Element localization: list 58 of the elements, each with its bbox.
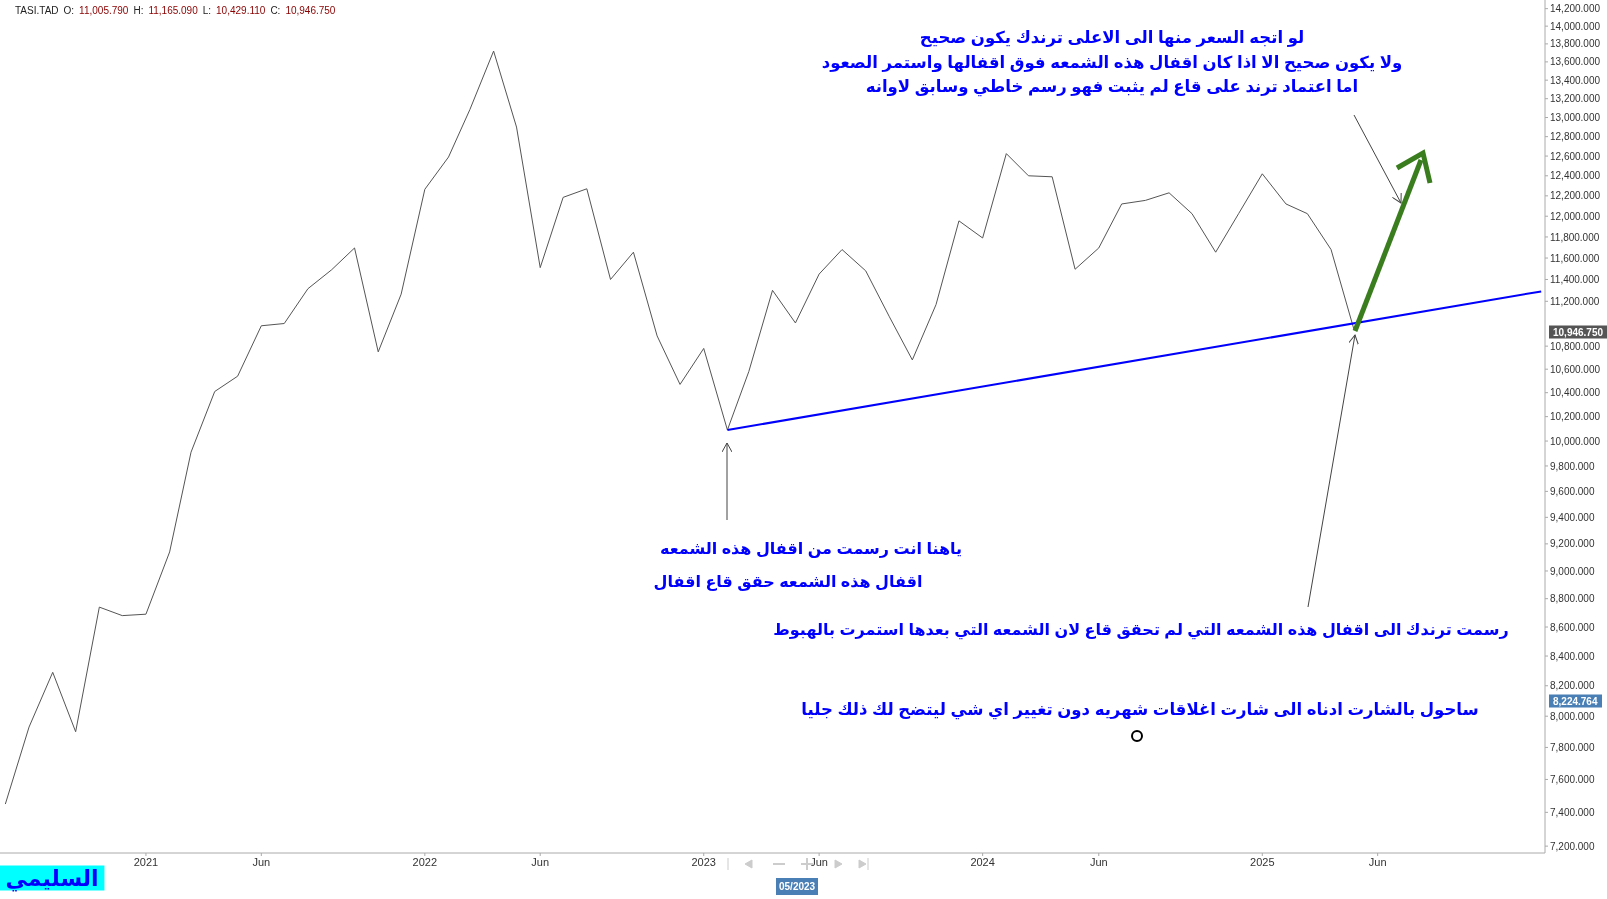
annotation: ساحول بالشارت ادناه الى شارت اغلاقات شهريه دون تغيير اي شي ليتضح لك ذلك جليا: [801, 699, 1479, 719]
text: السليمي: [0, 865, 105, 891]
y-tick-label: 11,200.000: [1550, 295, 1600, 307]
y-tick-label: 12,800.000: [1550, 131, 1601, 143]
x-tick-label: 2024: [970, 855, 995, 868]
text: TASI.TAD O: 11,005.790 H: 11,165.090 L: 10,429.110 C:: [15, 4, 281, 16]
y-tick-label: 9,400.000: [1550, 511, 1595, 523]
y-tick-label: 10,600.000: [1550, 363, 1601, 375]
y-tick-label: 13,600.000: [1550, 56, 1601, 68]
x-tick-label: Jun: [810, 855, 828, 868]
y-tick-label: 9,000.000: [1550, 565, 1595, 577]
annotation: ياهنا انت رسمت من اقفال هذه الشمعه: [659, 538, 963, 558]
text: 8,224.764: [1549, 694, 1602, 708]
text: 05/2023: [776, 878, 819, 895]
y-tick-label: 14,000.000: [1550, 20, 1601, 32]
y-tick-label: 8,000.000: [1550, 710, 1595, 722]
y-tick-label: 10,200.000: [1550, 411, 1601, 423]
y-tick-label: 11,400.000: [1550, 274, 1600, 286]
x-tick-label: Jun: [1089, 855, 1108, 868]
annotation: رسمت ترندك الى اقفال هذه الشمعه التي لم تحقق قاع لان الشمعه التي بعدها استمرت بالهبوط: [773, 619, 1509, 639]
y-tick-label: 8,400.000: [1550, 650, 1595, 662]
y-tick-label: 14,200.000: [1550, 3, 1601, 15]
y-tick-label: 7,200.000: [1550, 840, 1595, 852]
y-tick-label: 13,200.000: [1550, 93, 1601, 105]
y-tick-label: 13,400.000: [1550, 74, 1601, 86]
y-tick-label: 12,400.000: [1550, 170, 1601, 182]
y-tick-label: 8,600.000: [1550, 621, 1595, 633]
y-tick-label: 11,600.000: [1550, 252, 1600, 264]
x-tick-label: Jun: [1368, 855, 1387, 868]
y-tick-label: 10,800.000: [1550, 340, 1601, 352]
y-tick-label: 8,800.000: [1550, 593, 1595, 605]
x-tick-label: Jun: [531, 855, 550, 868]
y-tick-label: 10,000.000: [1550, 435, 1601, 447]
annotation: لو اتجه السعر منها الى الاعلى ترندك يكون صحيح: [919, 27, 1305, 47]
annotation: اقفال هذه الشمعه حقق قاع اقفال: [653, 571, 923, 591]
y-tick-label: 10,400.000: [1550, 387, 1601, 399]
y-tick-label: 13,800.000: [1550, 38, 1601, 50]
y-tick-label: 12,200.000: [1550, 190, 1601, 202]
annotation: اما اعتماد ترند على قاع لم يثبت فهو رسم خاطي وسابق لاوانه: [865, 76, 1359, 96]
x-tick-label: 2022: [412, 855, 438, 868]
annotation: ولا يكون صحيح الا اذا كان اقفال هذه الشمعه فوق اقفالها واستمر الصعود: [821, 52, 1403, 72]
x-tick-label: Jun: [252, 855, 271, 868]
y-tick-label: 9,800.000: [1550, 460, 1595, 472]
y-tick-label: 11,800.000: [1550, 231, 1600, 243]
y-tick-label: 7,600.000: [1550, 774, 1595, 786]
annotation: 10,946.750: [285, 4, 336, 16]
x-tick-label: 2021: [133, 855, 159, 868]
x-tick-label: 2025: [1250, 855, 1275, 868]
x-tick-label: 2023: [691, 855, 716, 868]
y-tick-label: 13,000.000: [1550, 112, 1601, 124]
y-tick-label: 7,400.000: [1550, 806, 1595, 818]
text: 10,946.750: [1553, 326, 1604, 338]
y-tick-label: 9,200.000: [1550, 538, 1595, 550]
y-tick-label: 9,600.000: [1550, 485, 1595, 497]
y-tick-label: 8,200.000: [1550, 680, 1595, 692]
y-tick-label: 12,000.000: [1550, 210, 1601, 222]
y-tick-label: 12,600.000: [1550, 150, 1601, 162]
y-tick-label: 7,800.000: [1550, 741, 1595, 753]
